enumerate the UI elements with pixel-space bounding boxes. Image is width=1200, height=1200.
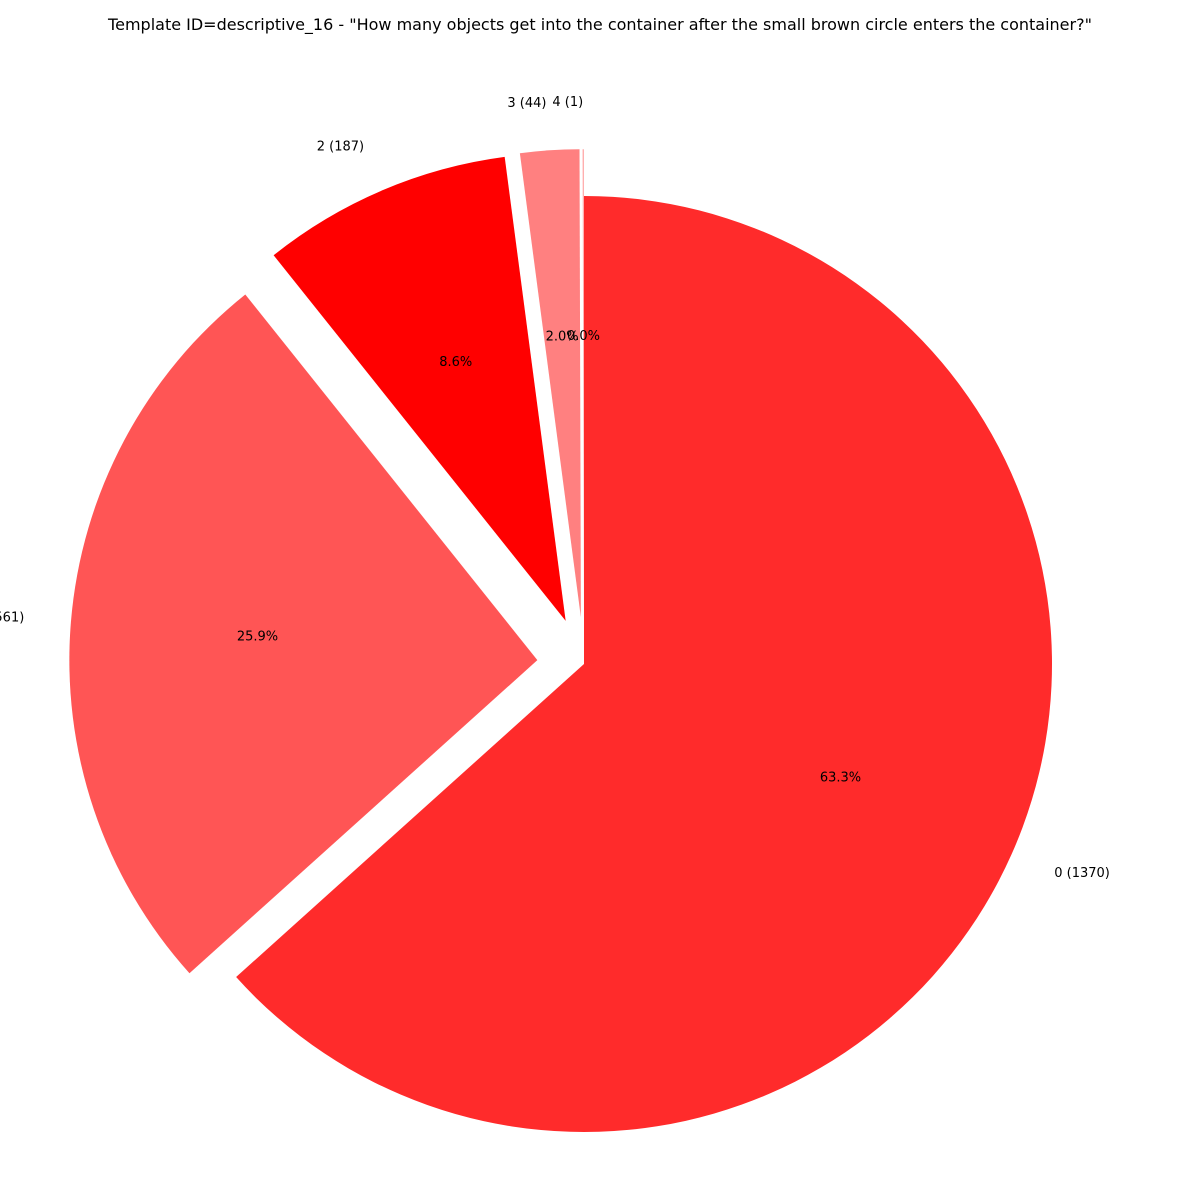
slice-label-1: 1 (561) [0, 610, 24, 625]
pie-labels: 0 (1370) 63.3% 1 (561) 25.9% 2 (187) 8.6% 3 (4… [0, 95, 1110, 881]
pie-slice-4 [582, 149, 584, 618]
slice-percent-3: 2.0% [546, 330, 579, 345]
pie-slice-1 [69, 294, 538, 974]
slice-label-3: 3 (44) [507, 96, 546, 111]
slice-percent-4: 0.0% [567, 329, 600, 344]
chart-title: Template ID=descriptive_16 - "How many o… [107, 15, 1092, 35]
slice-label-0: 0 (1370) [1054, 866, 1110, 881]
slice-percent-0: 63.3% [820, 771, 861, 786]
slice-percent-1: 25.9% [237, 630, 278, 645]
pie-slice-3 [519, 149, 581, 618]
pie-slice-0 [236, 196, 1053, 1132]
pie-slice-2 [273, 156, 566, 621]
slice-label-2: 2 (187) [317, 140, 364, 155]
slice-label-4: 4 (1) [552, 95, 583, 110]
slice-percent-2: 8.6% [439, 355, 472, 370]
pie-slices [69, 149, 1053, 1132]
